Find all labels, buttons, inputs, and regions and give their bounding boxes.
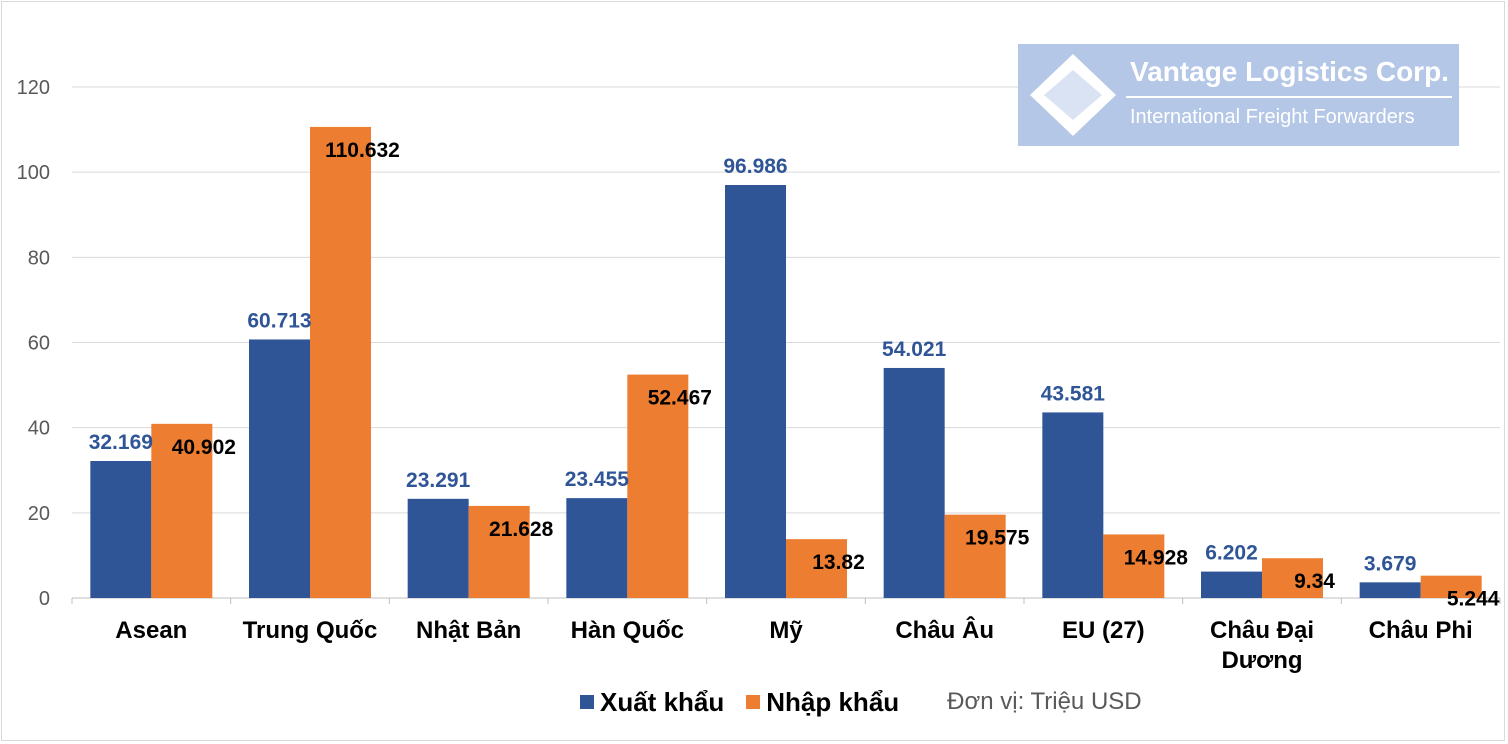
bar-xuat-khau <box>1042 412 1104 598</box>
data-label-xuat-khau: 6.202 <box>1205 542 1258 565</box>
bars <box>90 126 1482 599</box>
category-label: Hàn Quốc <box>571 617 684 644</box>
legend-swatch-nhap-khau <box>746 695 761 709</box>
data-label-xuat-khau: 32.169 <box>89 431 153 454</box>
legend-label-nhap-khau: Nhập khẩu <box>766 686 900 717</box>
y-tick-label: 40 <box>28 418 50 440</box>
bar-xuat-khau <box>249 339 310 598</box>
data-label-xuat-khau: 23.455 <box>565 468 630 491</box>
legend: Xuất khẩu Nhập khẩu Đơn vị: Triệu USD <box>580 684 1142 720</box>
data-label-nhap-khau: 19.575 <box>965 527 1030 550</box>
category-label: Trung Quốc <box>243 617 378 644</box>
y-axis-ticks: 0 20 40 60 80 100 120 <box>17 77 50 610</box>
y-tick-label: 60 <box>28 333 50 355</box>
data-label-nhap-khau: 110.632 <box>325 139 400 162</box>
category-label: Nhật Bản <box>416 617 521 644</box>
data-label-nhap-khau: 5.244 <box>1447 588 1500 611</box>
y-tick-label: 120 <box>17 77 50 99</box>
data-label-xuat-khau: 60.713 <box>247 309 311 332</box>
unit-note: Đơn vị: Triệu USD <box>947 688 1142 715</box>
category-labels: Asean Trung Quốc Nhật Bản Hàn Quốc Mỹ Châu Âu… <box>115 616 1472 674</box>
bar-nhap-khau <box>786 539 847 598</box>
data-label-xuat-khau: 23.291 <box>406 469 471 492</box>
y-tick-label: 100 <box>17 162 50 184</box>
bar-xuat-khau <box>407 498 469 598</box>
bar-nhap-khau <box>627 374 689 598</box>
category-label: Mỹ <box>769 617 803 644</box>
bar-nhap-khau <box>468 505 530 598</box>
legend-item-nhap-khau: Nhập khẩu <box>746 687 899 718</box>
logo-divider <box>1126 96 1452 98</box>
data-label-xuat-khau: 54.021 <box>882 338 947 361</box>
logo-company-name: Vantage Logistics Corp. <box>1130 56 1449 87</box>
bar-xuat-khau <box>883 367 945 598</box>
logo-tagline: International Freight Forwarders <box>1130 106 1415 128</box>
category-label: Asean <box>115 617 187 644</box>
data-label-nhap-khau: 21.628 <box>489 518 554 541</box>
category-label: Châu Âu <box>895 616 994 644</box>
legend-label-xuat-khau: Xuất khẩu <box>600 686 725 717</box>
data-label-xuat-khau: 43.581 <box>1041 382 1106 405</box>
y-tick-label: 0 <box>39 588 50 610</box>
category-label: Châu Phi <box>1369 617 1473 644</box>
data-label-nhap-khau: 52.467 <box>648 387 712 410</box>
bar-nhap-khau <box>1103 534 1165 598</box>
legend-item-xuat-khau: Xuất khẩu <box>580 687 724 718</box>
category-label: EU (27) <box>1062 617 1145 644</box>
bar-nhap-khau <box>944 514 1006 598</box>
diamond-emblem-icon <box>1030 54 1116 136</box>
bar-xuat-khau <box>1359 582 1421 598</box>
data-label-nhap-khau: 40.902 <box>172 436 236 459</box>
data-labels: 32.169 60.713 23.291 23.455 96.986 54.021 43.5… <box>89 139 1500 611</box>
bar-nhap-khau <box>1420 575 1482 598</box>
bar-nhap-khau <box>310 126 371 599</box>
category-label: Châu Đại Dương <box>1210 617 1314 674</box>
bar-nhap-khau <box>1262 558 1323 598</box>
data-label-xuat-khau: 96.986 <box>723 155 787 178</box>
data-label-nhap-khau: 9.34 <box>1294 570 1335 593</box>
bar-xuat-khau <box>566 498 628 598</box>
data-label-nhap-khau: 14.928 <box>1124 546 1189 569</box>
legend-swatch-xuat-khau <box>580 695 594 709</box>
bar-xuat-khau <box>90 461 152 598</box>
bar-nhap-khau <box>151 423 213 598</box>
y-tick-label: 80 <box>28 247 50 269</box>
company-logo: Vantage Logistics Corp. International Fr… <box>1018 44 1459 146</box>
bar-xuat-khau <box>725 185 786 598</box>
data-label-nhap-khau: 13.82 <box>812 551 865 574</box>
data-label-xuat-khau: 3.679 <box>1364 552 1417 575</box>
bar-xuat-khau <box>1201 571 1262 598</box>
y-tick-label: 20 <box>28 503 50 525</box>
